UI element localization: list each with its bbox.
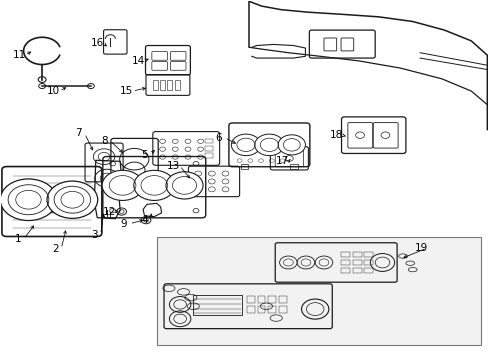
Bar [246,306,254,314]
Bar [157,237,480,345]
Text: 3: 3 [91,230,98,239]
Text: 12: 12 [102,207,115,217]
Bar [352,260,361,265]
Text: 11: 11 [13,50,26,60]
Circle shape [165,172,203,199]
Circle shape [231,134,260,156]
Text: 14: 14 [131,56,144,66]
Bar [204,139,213,143]
Bar [290,163,298,168]
Bar [268,306,276,314]
Circle shape [278,135,305,155]
Circle shape [102,170,143,201]
Bar [47,207,57,212]
Text: 15: 15 [120,86,133,96]
Circle shape [254,134,284,156]
Text: 4: 4 [141,215,147,225]
Bar [340,260,349,265]
Circle shape [87,84,94,89]
Text: 5: 5 [141,150,147,160]
Bar [352,268,361,273]
Text: 13: 13 [167,161,180,171]
Text: 6: 6 [215,133,222,143]
Bar [153,80,158,90]
Bar [167,80,172,90]
Circle shape [0,179,57,221]
Bar [240,163,248,168]
Bar [279,296,286,303]
Bar [174,80,179,90]
Text: 2: 2 [52,244,59,254]
Text: 1: 1 [15,234,21,244]
Circle shape [47,181,98,219]
Text: 9: 9 [120,219,126,229]
Bar [204,153,213,158]
Bar [364,252,372,257]
Bar [268,296,276,303]
Bar [246,296,254,303]
Text: 17: 17 [275,156,288,166]
Bar [257,306,265,314]
Text: 8: 8 [101,136,107,145]
Bar [340,252,349,257]
Bar [257,296,265,303]
Bar [204,146,213,150]
Text: 7: 7 [75,129,82,138]
Bar [364,260,372,265]
Text: 16: 16 [90,38,103,48]
Text: 18: 18 [329,130,342,140]
Bar [340,268,349,273]
Circle shape [39,84,45,89]
Bar [193,296,242,315]
Circle shape [134,170,174,201]
Bar [364,268,372,273]
Text: 10: 10 [47,86,60,96]
Bar [279,306,286,314]
Circle shape [38,77,46,82]
Bar [160,80,164,90]
Bar [352,252,361,257]
Text: 19: 19 [413,243,427,253]
